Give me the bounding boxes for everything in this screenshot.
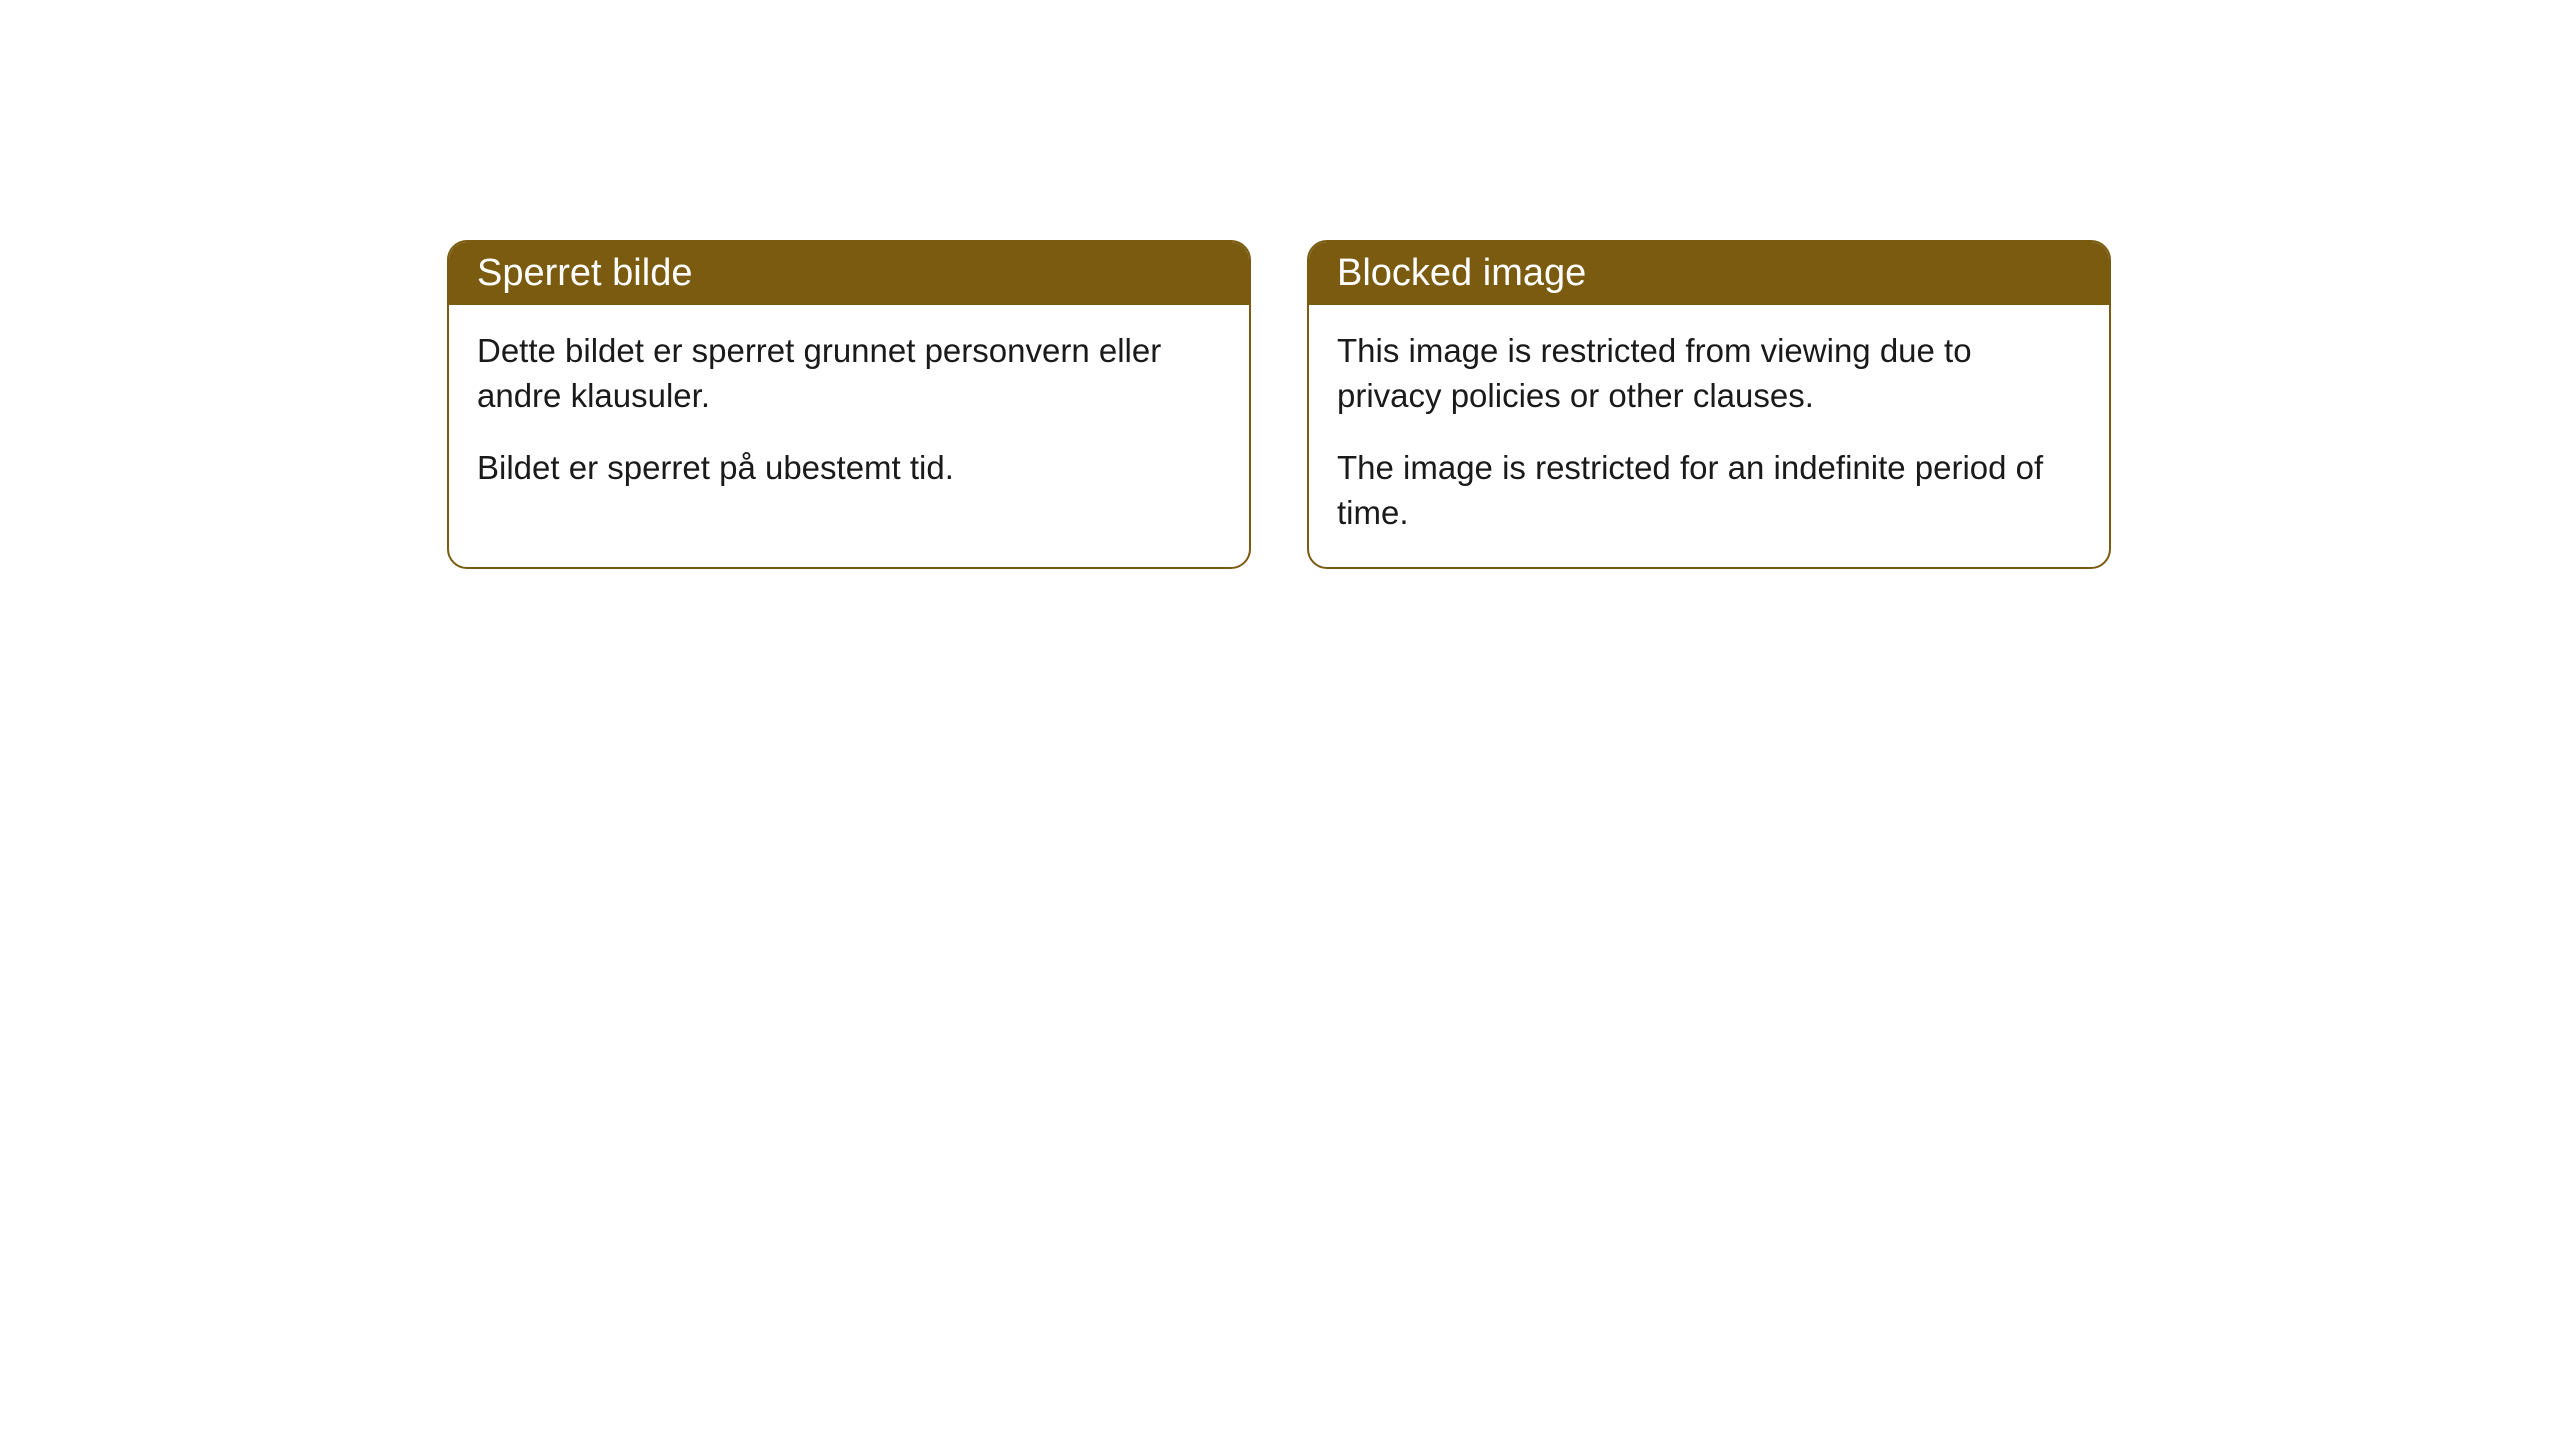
card-title: Blocked image: [1309, 242, 2109, 305]
card-body: Dette bildet er sperret grunnet personve…: [449, 305, 1249, 523]
card-title: Sperret bilde: [449, 242, 1249, 305]
card-paragraph: This image is restricted from viewing du…: [1337, 329, 2081, 418]
blocked-image-card-norwegian: Sperret bilde Dette bildet er sperret gr…: [447, 240, 1251, 569]
card-body: This image is restricted from viewing du…: [1309, 305, 2109, 567]
card-paragraph: Dette bildet er sperret grunnet personve…: [477, 329, 1221, 418]
notice-cards-container: Sperret bilde Dette bildet er sperret gr…: [447, 240, 2111, 569]
card-paragraph: Bildet er sperret på ubestemt tid.: [477, 446, 1221, 491]
card-paragraph: The image is restricted for an indefinit…: [1337, 446, 2081, 535]
blocked-image-card-english: Blocked image This image is restricted f…: [1307, 240, 2111, 569]
